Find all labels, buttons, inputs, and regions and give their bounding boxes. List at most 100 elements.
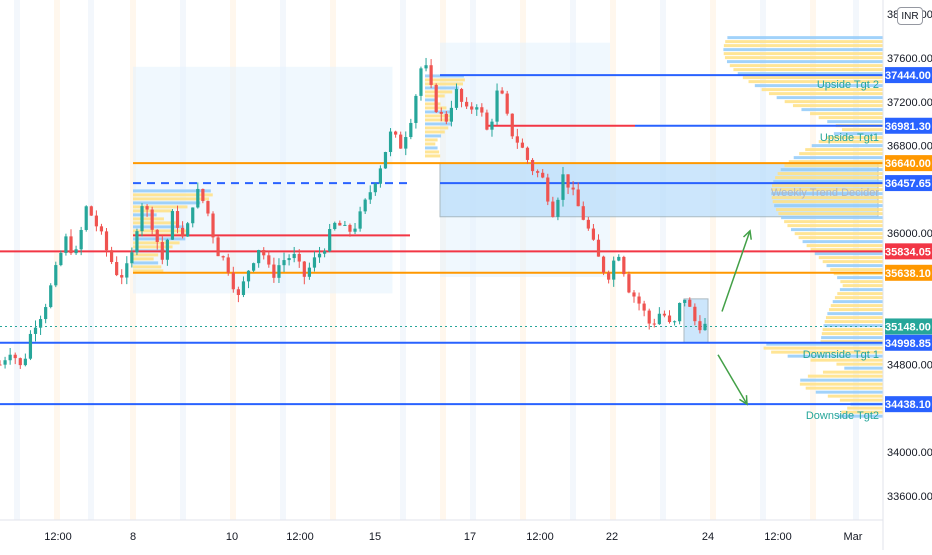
candle-body [33, 327, 38, 334]
candlestick-series [0, 57, 707, 369]
profile-bar [425, 154, 441, 158]
profile-bar [776, 96, 883, 100]
profile-bar [841, 128, 883, 132]
profile-bar [768, 92, 883, 96]
candle-body [348, 224, 352, 232]
profile-bar [776, 208, 883, 212]
candle-body [541, 172, 545, 178]
candle-body [206, 201, 210, 214]
candle-body [84, 206, 88, 230]
profile-bar [133, 265, 162, 269]
candle-body [429, 65, 433, 85]
candle-body [383, 151, 388, 169]
profile-bar [826, 264, 883, 268]
y-tick-label: 36000.00 [887, 228, 932, 240]
candle-body [104, 231, 109, 251]
candle-body [3, 360, 7, 365]
profile-bar [827, 394, 883, 398]
candle-body [581, 206, 585, 220]
price-tag-label: 34998.85 [885, 338, 931, 350]
candle-body [165, 239, 169, 260]
session-band [88, 0, 94, 520]
candle-body [13, 354, 17, 359]
candle-body [307, 267, 311, 277]
profile-bar [822, 370, 883, 374]
candle-body [155, 229, 159, 243]
profile-bar [837, 414, 883, 418]
profile-bar [822, 328, 883, 332]
price-tag-label: 35834.05 [885, 246, 931, 258]
candle-body [399, 134, 403, 149]
level-annotations: Upside Tgt 2 Upside Tgt1 Weekly Trend Deci… [771, 79, 879, 422]
profile-bar [774, 204, 883, 208]
profile-bar [425, 146, 438, 150]
candle-body [79, 229, 83, 250]
candle-body [571, 187, 575, 190]
candle-body [175, 211, 180, 228]
candle-body [434, 84, 438, 112]
y-tick-label: 37200.00 [887, 97, 932, 109]
candle-body [317, 253, 322, 258]
profile-bar [799, 382, 883, 386]
profile-bar [723, 52, 883, 56]
level-annotation: Upside Tgt1 [820, 132, 879, 144]
profile-bar [811, 144, 883, 148]
profile-bar [823, 324, 883, 328]
profile-bar [724, 56, 883, 60]
profile-bar [802, 240, 883, 244]
candle-body [404, 137, 408, 149]
candle-body [576, 189, 580, 207]
candle-body [287, 258, 291, 261]
candle-body [414, 95, 418, 123]
candle-body [591, 228, 596, 240]
candle-body [662, 313, 667, 316]
x-tick-label: 12:00 [286, 531, 314, 543]
level-annotation: Weekly Trend Decider [771, 187, 879, 199]
candle-body [444, 113, 448, 122]
profile-bar [425, 82, 464, 86]
candle-body [459, 88, 464, 102]
x-tick-label: 12:00 [44, 531, 72, 543]
y-tick-label: 33600.00 [887, 491, 932, 503]
currency-badge[interactable]: INR [897, 7, 923, 25]
candle-body [201, 188, 205, 202]
candle-body [150, 209, 154, 230]
level-annotation: Upside Tgt 2 [817, 79, 879, 91]
upside-arrow-head [742, 229, 752, 240]
profile-bar [748, 80, 883, 84]
profile-bar [723, 44, 883, 48]
price-axis: 37444.00 36981.30 36640.00 36457.65 35834.05… [885, 9, 932, 503]
candle-body [363, 199, 367, 212]
candle-body [409, 122, 413, 138]
y-tick-label: 37600.00 [887, 53, 932, 65]
candle-body [160, 242, 164, 260]
candle-body [241, 281, 246, 296]
candle-body [530, 159, 535, 172]
profile-bar [793, 156, 883, 160]
candle-body [536, 171, 540, 173]
profile-bar [842, 284, 883, 288]
profile-bar [133, 245, 173, 249]
weekly-zone-1 [133, 66, 393, 294]
candle-body [251, 263, 256, 271]
profile-bar [784, 100, 883, 104]
profile-bar [133, 257, 154, 261]
profile-bar [839, 288, 883, 292]
candle-body [652, 323, 656, 325]
candle-body [196, 188, 200, 208]
x-tick-label: Mar [844, 531, 863, 543]
session-band [810, 0, 816, 520]
candle-body [64, 236, 68, 253]
profile-bar [133, 229, 189, 233]
candle-body [449, 107, 454, 122]
candle-body [328, 229, 332, 252]
profile-bar [824, 320, 883, 324]
profile-bar [425, 142, 436, 146]
candle-body [115, 262, 119, 276]
profile-bar [737, 72, 883, 76]
profile-bar [133, 241, 180, 245]
candle-body [180, 227, 185, 237]
candle-body [8, 354, 12, 361]
